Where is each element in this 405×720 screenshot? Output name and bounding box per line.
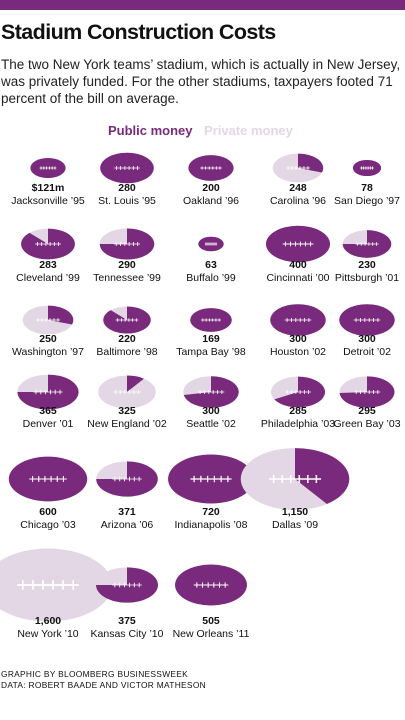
stadium-football [339,376,395,408]
cost-value-label: 280 [118,182,136,194]
cost-value-label: 720 [202,506,220,518]
stadium-football [240,448,350,510]
stadium-football [99,228,155,260]
stadium-football [100,152,154,184]
stadium-name-label: Carolina ’96 [270,195,326,207]
stadium-name-label: Indianapolis ’08 [175,519,248,531]
stadium-football [168,454,254,504]
top-accent-bar [0,0,405,10]
cost-value-label: 365 [39,405,57,417]
stadium-name-label: Denver ’01 [23,418,74,430]
public-money-area [127,375,144,392]
stadium-name-label: Seattle ’02 [186,418,236,430]
stadium-football [270,304,326,336]
cost-value-label: 1,150 [282,506,308,518]
cost-value-label: 220 [118,333,136,345]
cost-value-label: 300 [358,333,376,345]
stadium-name-label: Cleveland ’99 [16,272,80,284]
stadium-football [342,230,392,258]
stadium-name-label: St. Louis ’95 [98,195,156,207]
cost-value-label: 230 [358,259,376,271]
graphic-credit: GRAPHIC BY BLOOMBERG BUSINESSWEEK [1,669,189,679]
cost-value-label: 248 [289,182,307,194]
stadium-football [190,308,232,332]
data-credit: DATA: ROBERT BAADE AND VICTOR MATHESON [1,680,206,690]
stadium-football [339,304,395,336]
stadium-football [0,548,112,622]
legend-public-label: Public money [108,123,193,138]
stadium-name-label: Baltimore ’98 [96,346,157,358]
cost-value-label: 371 [118,506,136,518]
stadium-name-label: San Diego ’97 [334,195,400,207]
public-money-area [295,448,350,505]
stadium-name-label: Tennessee ’99 [93,272,161,284]
stadium-name-label: New England ’02 [87,418,167,430]
cost-value-label: 325 [118,405,136,417]
stadium-name-label: New Orleans ’11 [173,628,250,640]
cost-value-label: 600 [39,506,57,518]
stadium-name-label: Green Bay ’03 [333,418,400,430]
cost-value-label: $121m [32,182,65,194]
cost-value-label: 300 [202,405,220,417]
stadium-name-label: Pittsburgh ’01 [335,272,399,284]
stadium-name-label: New York ’10 [17,628,78,640]
stadium-name-label: Dallas ’09 [272,519,318,531]
cost-value-label: 169 [202,333,220,345]
stadium-football [270,376,326,408]
stadium-football [17,374,79,410]
stadium-football [183,376,239,408]
page-subtitle: The two New York teams’ stadium, which i… [1,57,401,106]
stadium-name-label: Washington ’97 [12,346,84,358]
stadium-name-label: Chicago ’03 [20,519,76,531]
stadium-football [272,153,324,183]
cost-value-label: 505 [202,615,220,627]
cost-value-label: 200 [202,182,220,194]
stadium-football [96,461,158,497]
stadium-football [8,456,88,502]
cost-value-label: 295 [358,405,376,417]
stadium-football [266,225,330,263]
cost-value-label: 400 [289,259,307,271]
cost-value-label: 290 [118,259,136,271]
cost-value-label: 63 [205,259,217,271]
stadium-football [30,157,66,179]
stadium-name-label: Buffalo ’99 [186,272,236,284]
stadium-football [352,159,382,177]
stadium-football [96,567,158,603]
stadium-football [98,375,156,409]
stadium-name-label: Jacksonville ’95 [11,195,85,207]
page-title: Stadium Construction Costs [1,20,276,44]
stadium-name-label: Arizona ’06 [101,519,154,531]
stadium-football [22,305,74,335]
stadium-name-label: Cincinnati ’00 [266,272,329,284]
cost-value-label: 78 [361,182,373,194]
stadium-football [103,306,151,334]
stadium-name-label: Oakland ’96 [183,195,239,207]
cost-value-label: 1,600 [35,615,61,627]
stadium-name-label: Houston ’02 [270,346,326,358]
cost-value-label: 285 [289,405,307,417]
stadium-name-label: Detroit ’02 [343,346,391,358]
stadium-football [198,236,224,252]
legend: Public money Private money [0,123,405,141]
cost-value-label: 283 [39,259,57,271]
stadium-name-label: Tampa Bay ’98 [176,346,246,358]
cost-value-label: 300 [289,333,307,345]
stadium-football [175,564,247,606]
legend-private-label: Private money [204,123,293,138]
stadium-football [21,228,75,260]
stadium-name-label: Kansas City ’10 [91,628,164,640]
cost-value-label: 375 [118,615,136,627]
stadium-name-label: Philadelphia ’03 [261,418,335,430]
stadium-football [188,155,234,181]
cost-value-label: 250 [39,333,57,345]
